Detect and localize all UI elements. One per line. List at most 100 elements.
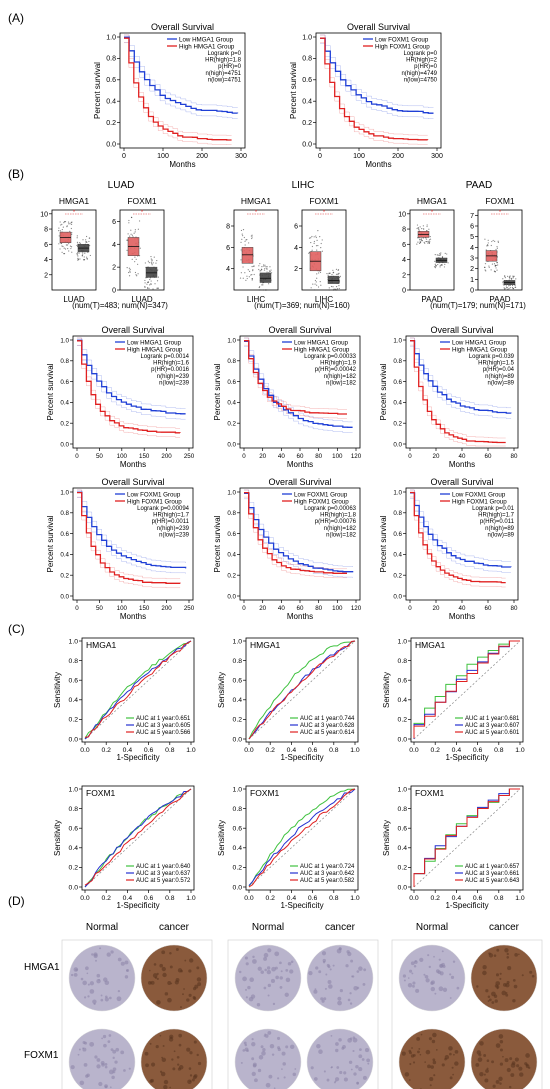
tissue-texture	[169, 965, 173, 969]
legend-low-label: Low FOXM1 Group	[452, 491, 506, 498]
tissue-texture	[162, 972, 167, 978]
tissue-texture	[358, 1054, 363, 1059]
box-jitter-point	[63, 221, 66, 223]
tissue-texture	[275, 975, 279, 980]
box-jitter-point	[59, 248, 61, 250]
tissue-texture	[83, 996, 87, 999]
tissue-texture	[104, 1065, 108, 1069]
y-axis-label: Sensitivity	[53, 820, 62, 856]
box-jitter-point	[338, 276, 341, 279]
box-jitter-point	[135, 258, 137, 260]
y-tick-label: 6	[44, 242, 48, 249]
tissue-texture	[310, 1066, 314, 1070]
box-jitter-point	[261, 284, 263, 286]
tissue-texture	[441, 1063, 445, 1067]
tissue-texture	[478, 1053, 482, 1057]
y-tick-label: 1.0	[233, 638, 243, 645]
box-jitter-point	[434, 260, 436, 262]
tissue-texture	[418, 1047, 421, 1050]
box-jitter-point	[311, 245, 313, 248]
tissue-texture	[403, 979, 406, 982]
box-jitter-point	[63, 247, 65, 249]
tissue-texture	[498, 1034, 504, 1039]
y-tick-label: 2	[112, 265, 116, 272]
legend-high-label: High HMGA1 Group	[179, 43, 235, 50]
km-stat-text: HR(high)=1.8	[205, 58, 242, 64]
box-jitter-point	[68, 243, 70, 245]
box-jitter-point	[79, 242, 82, 244]
box-jitter-point	[318, 272, 320, 274]
box-jitter-point	[144, 279, 146, 282]
box-jitter-point	[447, 262, 449, 264]
box-plot-frame	[119, 209, 165, 291]
km-stat-text: n(low)=89	[487, 532, 514, 538]
tissue-texture	[159, 1070, 163, 1073]
box-x-label: PAAD	[489, 295, 510, 304]
roc-curve-5yr	[84, 788, 192, 886]
tissue-texture	[350, 959, 354, 963]
km-stat-text: HR(high)=1.7	[153, 513, 190, 519]
box-jitter-point	[315, 284, 318, 286]
tissue-texture	[491, 1060, 495, 1064]
tissue-texture	[316, 1043, 321, 1049]
box-jitter-point	[428, 228, 430, 230]
auc-legend-label: AUC at 1 year:0.651	[136, 716, 191, 722]
tissue-texture	[268, 1074, 273, 1079]
box-jitter-point	[89, 254, 91, 257]
auc-legend-label: AUC at 5 year:0.643	[465, 878, 520, 884]
box-jitter-point	[265, 266, 267, 268]
box-jitter-point	[71, 232, 73, 234]
x-tick-label: 40	[459, 453, 466, 460]
x-tick-label: 0	[318, 153, 322, 160]
x-tick-label: 100	[332, 453, 343, 460]
x-tick-label: 0.4	[123, 895, 133, 902]
box-x-label: LIHC	[315, 295, 333, 304]
box-jitter-point	[126, 239, 128, 241]
box-jitter-point	[332, 289, 334, 291]
km-curve-low	[77, 491, 187, 569]
tissue-texture	[187, 1079, 192, 1085]
legend-low-label: Low HMGA1 Group	[452, 339, 507, 346]
tissue-texture	[280, 970, 283, 973]
auc-legend-label: AUC at 3 year:0.637	[136, 871, 191, 877]
box-jitter-point	[337, 269, 339, 271]
x-axis-label: Months	[169, 160, 195, 169]
tissue-texture	[197, 1061, 202, 1066]
box-jitter-point	[241, 235, 244, 237]
tissue-texture	[314, 1077, 318, 1081]
y-tick-label: 0.8	[106, 56, 116, 63]
legend-high-label: High HMGA1 Group	[127, 346, 183, 353]
km-confidence-band	[410, 489, 506, 579]
tissue-texture	[82, 1047, 84, 1050]
y-tick-label: 0.6	[233, 826, 243, 833]
tissue-texture	[328, 984, 333, 989]
x-tick-label: 1.0	[350, 895, 360, 902]
tissue-texture	[91, 953, 94, 956]
x-tick-label: 0.0	[244, 747, 254, 754]
box-jitter-point	[266, 266, 268, 268]
tissue-texture	[417, 1050, 420, 1054]
box-jitter-point	[444, 252, 446, 254]
roc-diagonal	[84, 788, 192, 888]
box-jitter-point	[484, 269, 486, 271]
roc-plot-frame	[410, 785, 524, 891]
tissue-texture	[117, 990, 121, 993]
tissue-texture	[110, 1048, 114, 1052]
box-jitter-point	[320, 284, 322, 286]
box-jitter-point	[314, 279, 317, 282]
box-jitter-point	[434, 266, 437, 269]
box-jitter-point	[241, 238, 243, 240]
y-tick-label: 0.2	[233, 865, 243, 872]
box-jitter-point	[505, 285, 507, 287]
km-confidence-band	[77, 337, 186, 409]
box-jitter-point	[434, 263, 436, 265]
tissue-texture	[430, 986, 436, 992]
box-jitter-point	[246, 238, 248, 241]
tissue-texture	[184, 959, 187, 962]
y-tick-label: 8	[226, 224, 230, 231]
box-jitter-point	[156, 287, 158, 289]
km-stat-text: p(HR)=0.0011	[152, 519, 190, 525]
tissue-texture	[358, 966, 363, 971]
box-jitter-point	[260, 268, 263, 270]
box-jitter-point	[512, 275, 514, 277]
